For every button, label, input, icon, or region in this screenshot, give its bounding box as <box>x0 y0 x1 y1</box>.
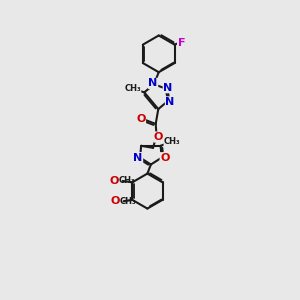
Text: N: N <box>163 83 172 93</box>
Text: N: N <box>148 78 158 88</box>
Text: CH₃: CH₃ <box>120 197 136 206</box>
Text: CH₃: CH₃ <box>124 84 141 93</box>
Text: F: F <box>178 38 185 48</box>
Text: O: O <box>109 176 119 186</box>
Text: CH₃: CH₃ <box>164 137 181 146</box>
Text: CH₃: CH₃ <box>119 176 136 185</box>
Text: O: O <box>136 114 146 124</box>
Text: O: O <box>110 196 119 206</box>
Text: N: N <box>134 153 142 163</box>
Text: N: N <box>165 97 175 107</box>
Text: O: O <box>154 132 163 142</box>
Text: O: O <box>160 153 170 163</box>
